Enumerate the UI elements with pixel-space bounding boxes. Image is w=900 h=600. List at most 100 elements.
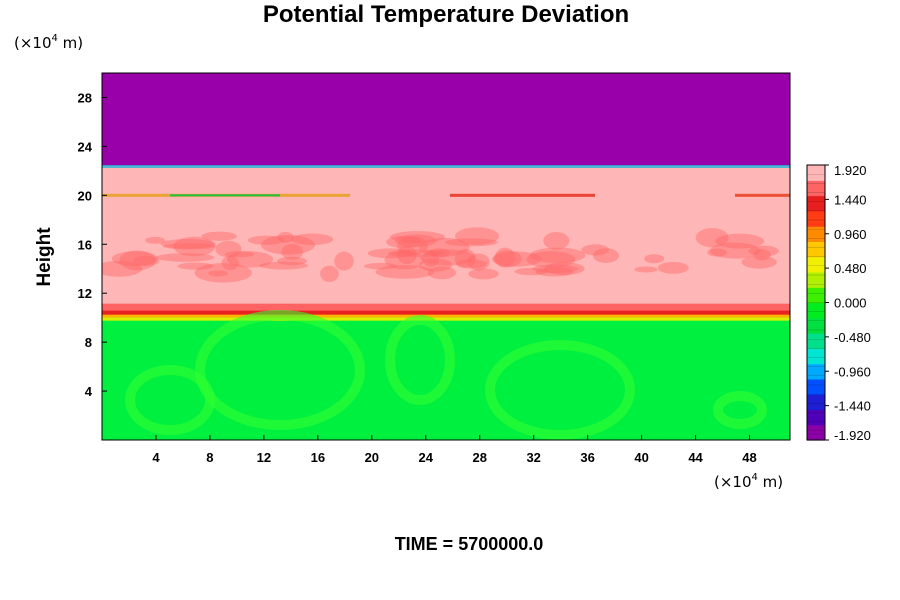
blotch-7 bbox=[367, 248, 414, 259]
swirl-3 bbox=[385, 315, 455, 405]
x-tick-label-1: 8 bbox=[206, 450, 213, 465]
streak-1 bbox=[450, 193, 595, 197]
region-1 bbox=[102, 165, 790, 318]
blotch-8 bbox=[201, 231, 238, 241]
colorbar-tick-label-5: -0.480 bbox=[834, 330, 871, 345]
x-tick-label-4: 20 bbox=[365, 450, 379, 465]
field-texture bbox=[102, 164, 790, 440]
blotch-66 bbox=[276, 256, 308, 266]
blotch-10 bbox=[334, 251, 354, 271]
y-tick-label-2: 12 bbox=[78, 286, 92, 301]
x-tick-label-8: 36 bbox=[580, 450, 594, 465]
blotch-50 bbox=[224, 251, 255, 258]
blotch-67 bbox=[709, 242, 761, 259]
blotch-15 bbox=[741, 255, 777, 269]
x-tick-label-5: 24 bbox=[419, 450, 434, 465]
colorbar-swatch-15 bbox=[807, 195, 825, 212]
colorbar-swatch-13 bbox=[807, 226, 825, 242]
blotch-63 bbox=[695, 228, 729, 248]
y-tick-label-6: 28 bbox=[78, 90, 92, 105]
region-0 bbox=[102, 73, 790, 166]
blotch-27 bbox=[543, 231, 570, 250]
x-axis-unit: (×104 m) bbox=[714, 472, 783, 491]
blotch-19 bbox=[715, 233, 765, 249]
blotch-16 bbox=[386, 235, 422, 249]
blotch-31 bbox=[133, 255, 160, 266]
colorbar-tick-label-0: 1.920 bbox=[834, 163, 867, 178]
blotch-35 bbox=[397, 236, 428, 256]
colorbar-swatch-16 bbox=[807, 180, 825, 197]
colorbar-swatch-11 bbox=[807, 256, 825, 273]
swirl-0 bbox=[195, 310, 365, 430]
colorbar-tick-label-4: 0.000 bbox=[834, 296, 867, 311]
blotch-5 bbox=[194, 263, 252, 283]
plot-area bbox=[102, 73, 790, 440]
blotch-41 bbox=[529, 247, 586, 264]
blotch-30 bbox=[427, 266, 457, 280]
blotch-18 bbox=[261, 235, 315, 255]
blotch-32 bbox=[634, 266, 658, 273]
x-tick-label-6: 28 bbox=[472, 450, 486, 465]
plot-frame bbox=[101, 72, 791, 441]
blotch-11 bbox=[247, 235, 285, 245]
band-red bbox=[102, 310, 790, 316]
blotch-45 bbox=[375, 265, 435, 279]
colorbar-swatch-14 bbox=[807, 210, 825, 227]
colorbar-swatch-1 bbox=[807, 409, 825, 426]
blotch-42 bbox=[389, 231, 445, 243]
blotch-65 bbox=[173, 236, 216, 257]
blotch-14 bbox=[111, 251, 158, 267]
blotch-29 bbox=[444, 238, 499, 247]
swirl-1 bbox=[485, 340, 635, 440]
blotch-62 bbox=[592, 248, 619, 263]
colorbar bbox=[807, 165, 825, 441]
blotch-60 bbox=[162, 243, 217, 250]
blotch-49 bbox=[532, 264, 579, 273]
blotch-34 bbox=[422, 250, 440, 267]
colorbar-swatch-8 bbox=[807, 302, 825, 319]
blotch-44 bbox=[455, 227, 499, 245]
blotch-36 bbox=[581, 244, 610, 256]
blotch-55 bbox=[707, 248, 728, 257]
blotch-46 bbox=[526, 251, 576, 269]
x-tick-label-2: 12 bbox=[257, 450, 271, 465]
x-tick-label-10: 44 bbox=[688, 450, 703, 465]
blotch-17 bbox=[259, 261, 309, 270]
colorbar-tick-label-7: -1.440 bbox=[834, 399, 871, 414]
y-axis: 4 8 12 16 20 24 28 bbox=[78, 90, 107, 399]
colorbar-swatch-7 bbox=[807, 317, 825, 334]
blotch-47 bbox=[420, 249, 475, 266]
blotch-12 bbox=[492, 251, 542, 267]
x-tick-label-3: 16 bbox=[311, 450, 325, 465]
blotch-9 bbox=[466, 253, 490, 271]
blotch-53 bbox=[290, 233, 334, 246]
blotch-26 bbox=[102, 260, 143, 277]
blotch-43 bbox=[419, 237, 470, 257]
blotch-40 bbox=[454, 249, 477, 268]
blotch-48 bbox=[119, 250, 156, 271]
blotch-64 bbox=[644, 254, 665, 264]
blotch-57 bbox=[320, 265, 339, 282]
x-tick-label-0: 4 bbox=[152, 450, 160, 465]
blotch-54 bbox=[657, 261, 689, 274]
y-axis-unit: (×104 m) bbox=[14, 33, 83, 52]
colorbar-swatch-3 bbox=[807, 378, 825, 395]
band-red-upper bbox=[102, 303, 790, 312]
colorbar-swatch-9 bbox=[807, 287, 825, 304]
blotch-4 bbox=[543, 262, 585, 276]
x-tick-label-11: 48 bbox=[742, 450, 756, 465]
blotch-61 bbox=[455, 259, 487, 269]
blotch-3 bbox=[535, 267, 574, 277]
blotch-33 bbox=[514, 267, 549, 276]
blotch-24 bbox=[394, 234, 437, 247]
colorbar-swatch-0 bbox=[807, 424, 825, 441]
blotch-13 bbox=[177, 262, 214, 270]
colorbar-swatch-10 bbox=[807, 271, 825, 288]
blotch-56 bbox=[418, 258, 453, 272]
band-orange bbox=[102, 314, 790, 318]
blotch-59 bbox=[363, 262, 398, 270]
y-tick-label-1: 8 bbox=[85, 335, 92, 350]
x-axis: 4 8 12 16 20 24 28 32 36 40 44 48 bbox=[152, 435, 757, 465]
chart-title: Potential Temperature Deviation bbox=[263, 1, 629, 28]
